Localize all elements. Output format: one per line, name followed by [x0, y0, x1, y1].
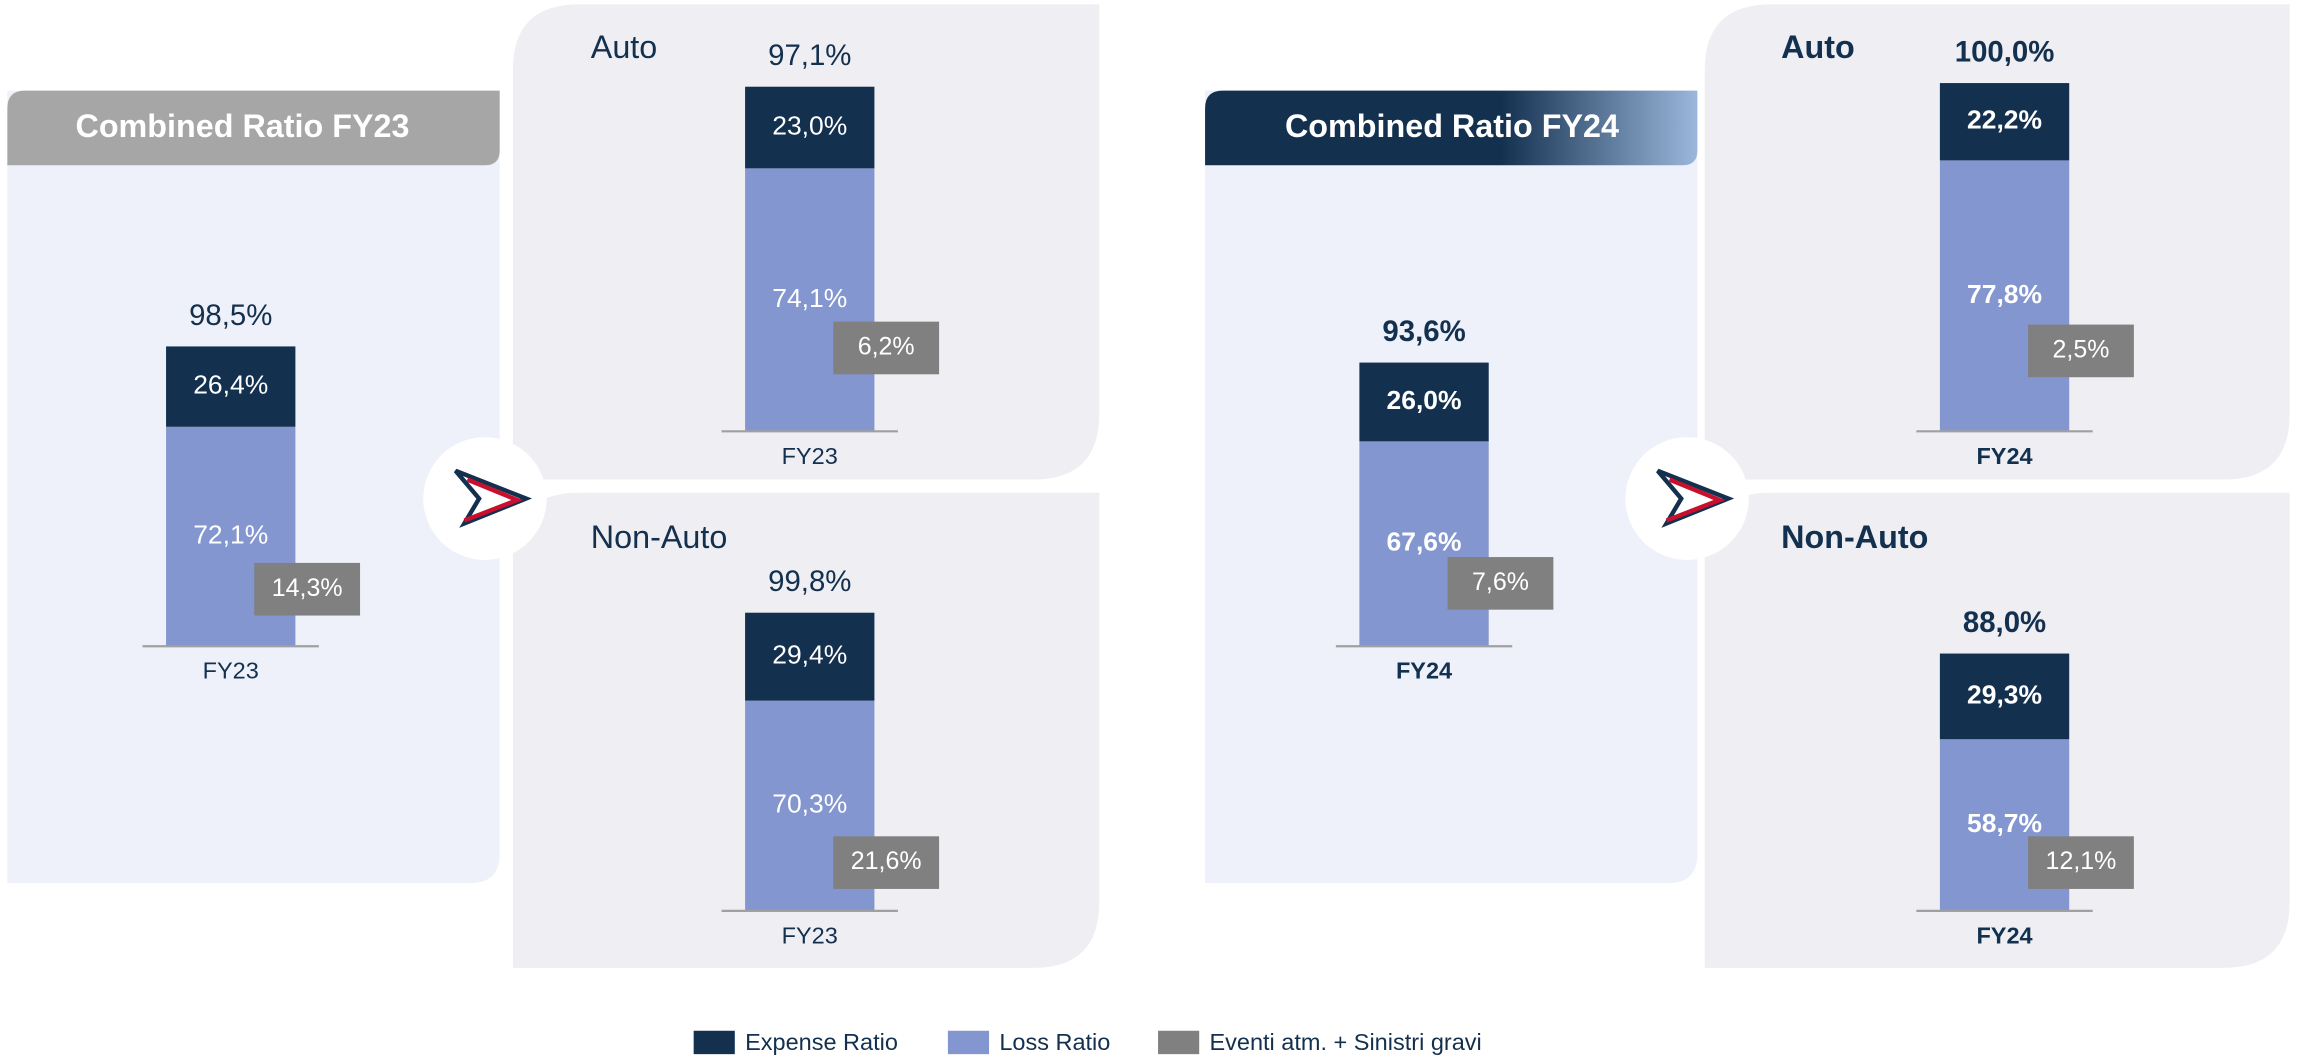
total-label: 99,8%: [768, 565, 851, 598]
panel-header: [7, 90, 500, 166]
bar-label: 58,7%: [1967, 808, 2042, 838]
event-label: 7,6%: [1472, 568, 1529, 596]
bar-segment: [745, 86, 875, 169]
event-label: 12,1%: [2046, 847, 2117, 875]
event-label: 2,5%: [2053, 336, 2110, 364]
x-tick-label: FY24: [1976, 443, 2032, 469]
event-box: [833, 836, 940, 889]
bar-label: 22,2%: [1967, 105, 2042, 135]
panel-title: Auto: [1781, 29, 1855, 65]
bar-label: 26,4%: [193, 370, 268, 400]
panel-header: [1205, 90, 1698, 166]
event-box: [2028, 836, 2134, 889]
bar-label: 26,0%: [1387, 385, 1462, 415]
panel-title: Non-Auto: [1781, 519, 1928, 555]
total-label: 98,5%: [189, 299, 272, 332]
bar-segment: [1359, 441, 1489, 647]
event-label: 6,2%: [858, 333, 915, 361]
legend-label: Eventi atm. + Sinistri gravi: [1209, 1029, 1481, 1055]
bar-label: 72,1%: [193, 520, 268, 550]
panel-title: Auto: [591, 29, 657, 65]
total-label: 100,0%: [1955, 36, 2055, 69]
bar-segment: [745, 168, 875, 432]
bar-segment: [1939, 160, 2070, 432]
x-tick-label: FY24: [1976, 922, 2032, 948]
bar-label: 74,1%: [772, 283, 847, 313]
arrow-icon: [1625, 437, 1749, 560]
event-box: [2028, 324, 2134, 378]
bar-segment: [166, 346, 296, 427]
arrow-icon: [423, 437, 547, 560]
panel-title: Non-Auto: [591, 519, 728, 555]
panel-title: Combined Ratio FY24: [1285, 108, 1619, 144]
legend-swatch: [947, 1030, 990, 1055]
bar-label: 77,8%: [1967, 279, 2042, 309]
event-label: 14,3%: [272, 574, 343, 602]
total-label: 97,1%: [768, 39, 851, 72]
event-box: [254, 562, 361, 616]
total-label: 93,6%: [1382, 315, 1465, 348]
bar-segment: [1939, 83, 2070, 161]
bar-label: 23,0%: [772, 111, 847, 141]
x-tick-label: FY23: [203, 658, 259, 684]
event-box: [833, 321, 940, 375]
legend-swatch: [1158, 1030, 1200, 1055]
legend-label: Expense Ratio: [745, 1029, 898, 1055]
panel-title: Combined Ratio FY23: [75, 108, 409, 144]
bar-label: 67,6%: [1387, 527, 1462, 557]
event-box: [1447, 557, 1554, 610]
x-tick-label: FY23: [782, 443, 838, 469]
x-tick-label: FY24: [1396, 658, 1452, 684]
bar-segment: [1359, 362, 1489, 442]
legend-label: Loss Ratio: [999, 1029, 1110, 1055]
legend-swatch: [693, 1030, 735, 1055]
event-label: 21,6%: [851, 847, 922, 875]
bar-label: 29,3%: [1967, 679, 2042, 709]
x-tick-label: FY23: [782, 922, 838, 948]
bar-label: 29,4%: [772, 640, 847, 670]
bar-label: 70,3%: [772, 789, 847, 819]
bar-segment: [1939, 653, 2070, 740]
total-label: 88,0%: [1963, 606, 2046, 639]
bar-segment: [745, 612, 875, 701]
